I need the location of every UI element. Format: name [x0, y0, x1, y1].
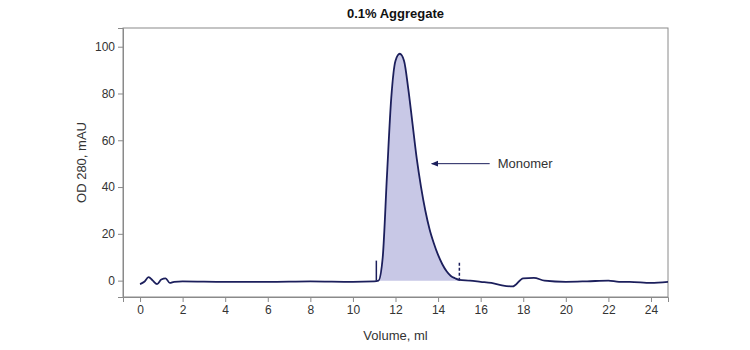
x-tick-label: 12 [389, 303, 403, 317]
plot: 024681012141618202224020406080100Monomer [95, 28, 669, 317]
annotations: Monomer [432, 156, 554, 171]
x-tick-mark [225, 297, 226, 302]
x-tick-mark [523, 297, 524, 302]
y-tick-mark [118, 234, 123, 235]
x-tick-label: 14 [432, 303, 446, 317]
y-tick: 60 [102, 134, 123, 148]
y-tick-mark [118, 47, 123, 48]
y-tick-mark [118, 281, 123, 282]
x-tick: 2 [180, 297, 187, 317]
x-tick-label: 24 [645, 303, 659, 317]
x-tick-mark [481, 297, 482, 302]
x-tick-label: 8 [308, 303, 315, 317]
peak-start-marker [376, 261, 378, 281]
x-tick-mark [438, 297, 439, 302]
x-tick-label: 2 [180, 303, 187, 317]
x-tick-label: 18 [517, 303, 531, 317]
peak-area [378, 54, 459, 281]
x-tick-mark [651, 297, 652, 302]
x-axis-title: Volume, ml [363, 328, 427, 343]
plot-frame [123, 28, 668, 297]
y-tick-mark [118, 93, 123, 94]
x-tick-label: 20 [560, 303, 574, 317]
y-tick: 40 [102, 180, 123, 194]
x-tick-label: 22 [602, 303, 616, 317]
chart: 024681012141618202224020406080100Monomer… [0, 0, 750, 350]
y-tick: 0 [108, 274, 123, 288]
x-tick-label: 6 [265, 303, 272, 317]
x-tick: 20 [560, 297, 574, 317]
x-tick-label: 0 [137, 303, 144, 317]
x-tick-mark [140, 297, 141, 302]
x-tick: 22 [602, 297, 616, 317]
x-tick-mark [310, 297, 311, 302]
x-tick-mark [396, 297, 397, 302]
x-axis: 024681012141618202224 [124, 297, 669, 317]
y-tick: 80 [102, 87, 123, 101]
x-tick-mark [566, 297, 567, 302]
x-tick: 4 [222, 297, 229, 317]
y-tick-label: 100 [95, 40, 115, 54]
y-axis: 0 20 40 60 80 100 [95, 29, 124, 298]
y-tick-label: 60 [102, 134, 116, 148]
x-tick: 12 [389, 297, 403, 317]
y-tick-label: 40 [102, 180, 116, 194]
x-tick: 14 [432, 297, 446, 317]
y-tick-label: 80 [102, 87, 116, 101]
x-tick: 8 [308, 297, 315, 317]
x-tick: 6 [265, 297, 272, 317]
peak-end-marker [459, 261, 461, 281]
y-tick-mark [118, 140, 123, 141]
x-tick-label: 4 [222, 303, 229, 317]
data-area [140, 54, 668, 287]
y-tick-label: 20 [102, 227, 116, 241]
x-tick: 18 [517, 297, 531, 317]
y-tick-label: 0 [108, 274, 115, 288]
y-tick: 100 [95, 40, 123, 54]
x-tick: 16 [474, 297, 488, 317]
chart-title: 0.1% Aggregate [347, 6, 444, 21]
x-tick-mark [608, 297, 609, 302]
x-tick: 24 [645, 297, 659, 317]
x-tick-label: 16 [474, 303, 488, 317]
annotation-arrow [432, 163, 490, 164]
x-tick-label: 10 [347, 303, 361, 317]
y-axis-line [118, 29, 124, 298]
annotation-label: Monomer [498, 156, 554, 171]
x-tick-mark [268, 297, 269, 302]
x-tick: 10 [347, 297, 361, 317]
x-axis-line [124, 298, 669, 303]
x-tick-mark [353, 297, 354, 302]
x-tick: 0 [137, 297, 144, 317]
y-axis-title: OD 280, mAU [74, 122, 89, 203]
x-tick-mark [183, 297, 184, 302]
y-tick: 20 [102, 227, 123, 241]
y-tick-mark [118, 187, 123, 188]
trace-line [140, 54, 668, 287]
